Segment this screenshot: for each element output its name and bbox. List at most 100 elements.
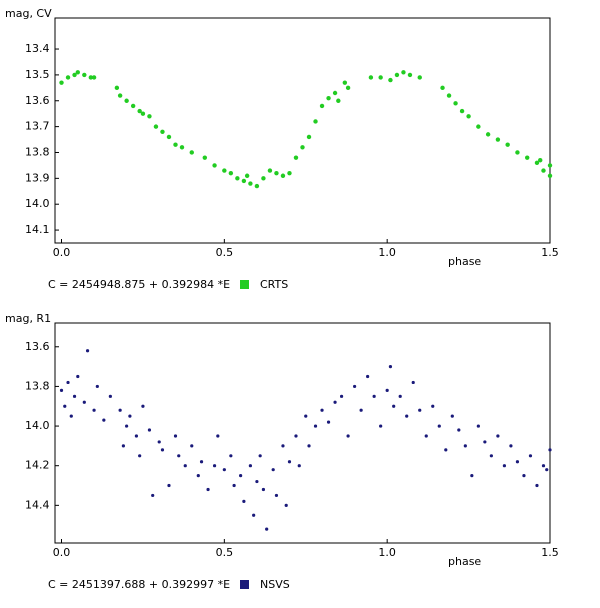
point [177, 454, 181, 458]
point [541, 168, 546, 173]
point [202, 155, 208, 160]
point [254, 183, 260, 189]
point [489, 454, 493, 458]
point [496, 434, 500, 438]
point [476, 424, 480, 428]
point [114, 85, 120, 91]
point [368, 75, 374, 80]
legend-label: NSVS [260, 578, 290, 591]
point [128, 414, 132, 418]
y-tick-label: 13.8 [25, 145, 50, 158]
plot-frame [54, 17, 551, 244]
x-axis-label: phase [448, 255, 481, 268]
y-tick-label: 13.4 [25, 42, 50, 55]
point [91, 75, 97, 80]
legend-label: CRTS [260, 278, 288, 291]
point [108, 394, 112, 398]
x-tick-label: 1.0 [378, 246, 396, 259]
point [547, 163, 553, 168]
point [147, 114, 152, 119]
y-tick-label: 14.2 [25, 459, 50, 472]
point [212, 163, 217, 168]
point [306, 134, 312, 140]
x-tick-label: 0.5 [216, 246, 234, 259]
point [394, 72, 400, 78]
point [252, 513, 256, 517]
point [248, 464, 252, 468]
point [459, 108, 465, 114]
y-tick-label: 14.0 [25, 419, 50, 432]
point [124, 98, 129, 103]
point [59, 80, 64, 85]
point [307, 444, 311, 448]
point [140, 111, 146, 116]
y-tick-label: 13.9 [25, 171, 50, 184]
point [82, 72, 87, 78]
y-tick-label: 14.0 [25, 197, 50, 210]
point [418, 408, 422, 412]
point [424, 434, 428, 438]
point [525, 155, 530, 160]
x-tick-label: 1.5 [541, 246, 559, 259]
point [398, 394, 402, 398]
point [440, 85, 445, 91]
point [125, 424, 129, 428]
point [173, 142, 178, 147]
point [297, 464, 301, 468]
point [450, 414, 454, 418]
point [151, 493, 155, 498]
point [466, 114, 471, 119]
point [346, 434, 350, 438]
x-tick-label: 1.5 [541, 546, 559, 559]
annotation: C = 2451397.688 + 0.392997 *E [48, 578, 230, 591]
point [199, 460, 204, 464]
point [255, 479, 259, 484]
point [411, 380, 415, 385]
point [405, 414, 409, 418]
point [345, 85, 351, 91]
point [85, 349, 90, 353]
point [153, 124, 159, 129]
point [284, 503, 288, 507]
point [453, 101, 458, 106]
point [541, 464, 546, 468]
point [495, 137, 501, 142]
point [463, 444, 467, 448]
point [313, 119, 318, 124]
point [444, 448, 448, 452]
point [417, 75, 422, 80]
point [242, 499, 246, 503]
point [304, 414, 308, 418]
point [388, 365, 393, 369]
point [72, 72, 77, 78]
point [515, 150, 520, 155]
point [265, 527, 269, 531]
point [239, 474, 243, 478]
point [212, 464, 217, 468]
point [134, 434, 139, 438]
point [294, 434, 298, 438]
point [326, 420, 331, 424]
point [166, 134, 172, 140]
point [183, 464, 187, 468]
y-tick-label: 13.6 [25, 94, 50, 107]
legend-swatch [240, 280, 249, 289]
point [470, 474, 474, 478]
x-tick-label: 0.0 [53, 246, 71, 259]
point [281, 444, 285, 448]
point [437, 424, 441, 428]
point [118, 408, 122, 412]
point [216, 434, 220, 438]
point [138, 454, 142, 458]
y-tick-label: 13.6 [25, 340, 50, 353]
point [241, 178, 247, 184]
point [548, 448, 552, 452]
point [189, 150, 194, 155]
point [82, 400, 86, 404]
point [244, 173, 250, 178]
point [379, 424, 383, 428]
point [190, 444, 194, 448]
point [271, 468, 275, 472]
point [196, 474, 200, 478]
point [72, 394, 77, 398]
